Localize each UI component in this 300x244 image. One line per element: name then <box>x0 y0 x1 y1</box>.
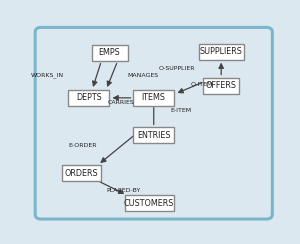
Text: ITEMS: ITEMS <box>142 93 166 102</box>
Text: OFFERS: OFFERS <box>206 81 237 90</box>
Text: ENTRIES: ENTRIES <box>137 131 170 140</box>
Text: WORKS_IN: WORKS_IN <box>31 72 64 78</box>
Text: PLACED-BY: PLACED-BY <box>106 188 140 193</box>
Text: CARRIES: CARRIES <box>108 100 135 105</box>
Text: EMPS: EMPS <box>99 48 121 57</box>
Text: MANAGES: MANAGES <box>127 73 158 78</box>
Text: CUSTOMERS: CUSTOMERS <box>124 199 174 208</box>
Text: O-ITEM: O-ITEM <box>191 82 213 87</box>
Bar <box>134 90 174 106</box>
Text: O-SUPPLIER: O-SUPPLIER <box>159 66 196 71</box>
Text: E-ITEM: E-ITEM <box>170 108 191 113</box>
Text: ORDERS: ORDERS <box>65 169 98 177</box>
Bar <box>92 45 128 61</box>
Text: SUPPLIERS: SUPPLIERS <box>200 47 243 56</box>
Bar <box>68 90 109 106</box>
Bar <box>62 165 101 181</box>
Bar <box>199 44 244 60</box>
Bar <box>203 78 239 94</box>
Bar <box>125 195 173 211</box>
Text: E-ORDER: E-ORDER <box>68 143 97 148</box>
Text: DEPTS: DEPTS <box>76 93 101 102</box>
FancyBboxPatch shape <box>35 27 272 219</box>
Bar <box>134 127 174 143</box>
